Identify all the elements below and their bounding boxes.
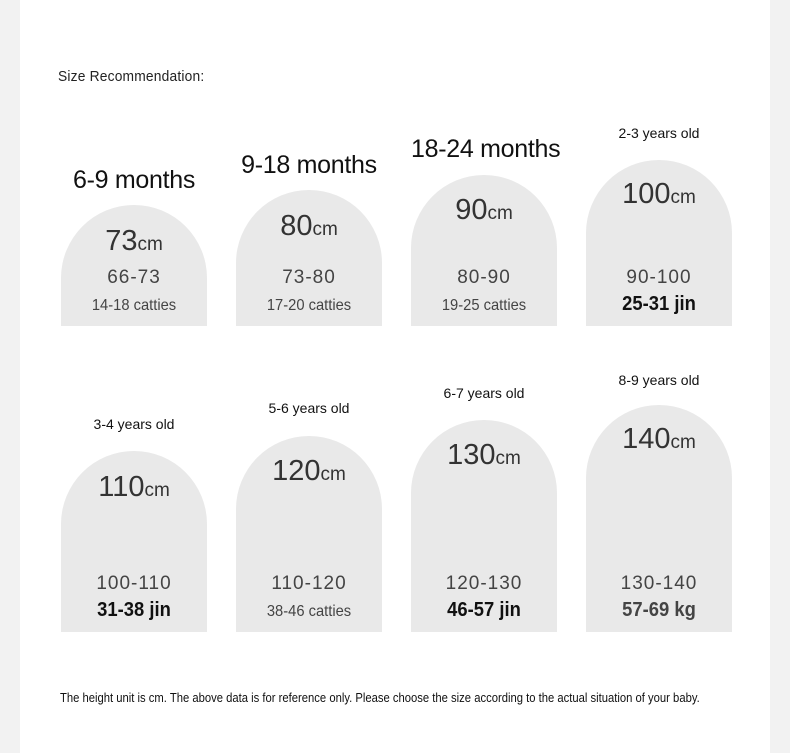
height-range: 66-73	[107, 267, 161, 288]
size-arch	[236, 436, 382, 632]
size-recommendation-heading: Size Recommendation:	[58, 68, 205, 85]
age-label: 2-3 years old	[618, 125, 700, 141]
height-range: 73-80	[282, 267, 336, 288]
size-arch	[586, 405, 732, 632]
weight-range: 17-20 catties	[266, 297, 352, 314]
height-value: 90cm	[455, 194, 513, 226]
age-label: 3-4 years old	[93, 416, 175, 432]
weight-range: 14-18 catties	[91, 297, 177, 314]
weight-range: 31-38 jin	[97, 599, 171, 621]
height-range: 110-120	[271, 573, 347, 594]
weight-range: 46-57 jin	[447, 599, 521, 621]
size-arch	[236, 190, 382, 326]
height-range: 90-100	[626, 267, 692, 288]
size-arch	[411, 420, 557, 632]
height-range: 100-110	[96, 573, 172, 594]
height-range: 80-90	[457, 267, 511, 288]
height-value: 73cm	[105, 225, 163, 257]
height-value: 140cm	[622, 423, 696, 455]
size-arch	[411, 175, 557, 326]
weight-range: 19-25 catties	[441, 297, 527, 314]
size-arch	[61, 451, 207, 632]
reference-note: The height unit is cm. The above data is…	[60, 691, 700, 705]
height-value: 130cm	[447, 439, 521, 471]
age-label: 9-18 months	[241, 151, 377, 179]
height-value: 100cm	[622, 178, 696, 210]
size-arch	[586, 160, 732, 326]
age-label: 6-9 months	[72, 166, 196, 194]
age-label: 8-9 years old	[618, 372, 700, 388]
age-label: 6-7 years old	[443, 385, 525, 401]
size-chart-page: Size Recommendation: 6-9 months 73cm 66-…	[20, 0, 770, 753]
weight-range: 25-31 jin	[622, 293, 696, 315]
weight-range: 38-46 catties	[266, 603, 352, 620]
height-range: 120-130	[445, 573, 523, 594]
height-value: 110cm	[98, 471, 170, 503]
height-range: 130-140	[620, 573, 698, 594]
size-arch	[61, 205, 207, 326]
weight-range: 57-69 kg	[622, 599, 696, 621]
age-label: 5-6 years old	[268, 400, 350, 416]
height-value: 120cm	[272, 455, 346, 487]
height-value: 80cm	[280, 210, 338, 242]
age-label: 18-24 months	[411, 135, 561, 163]
